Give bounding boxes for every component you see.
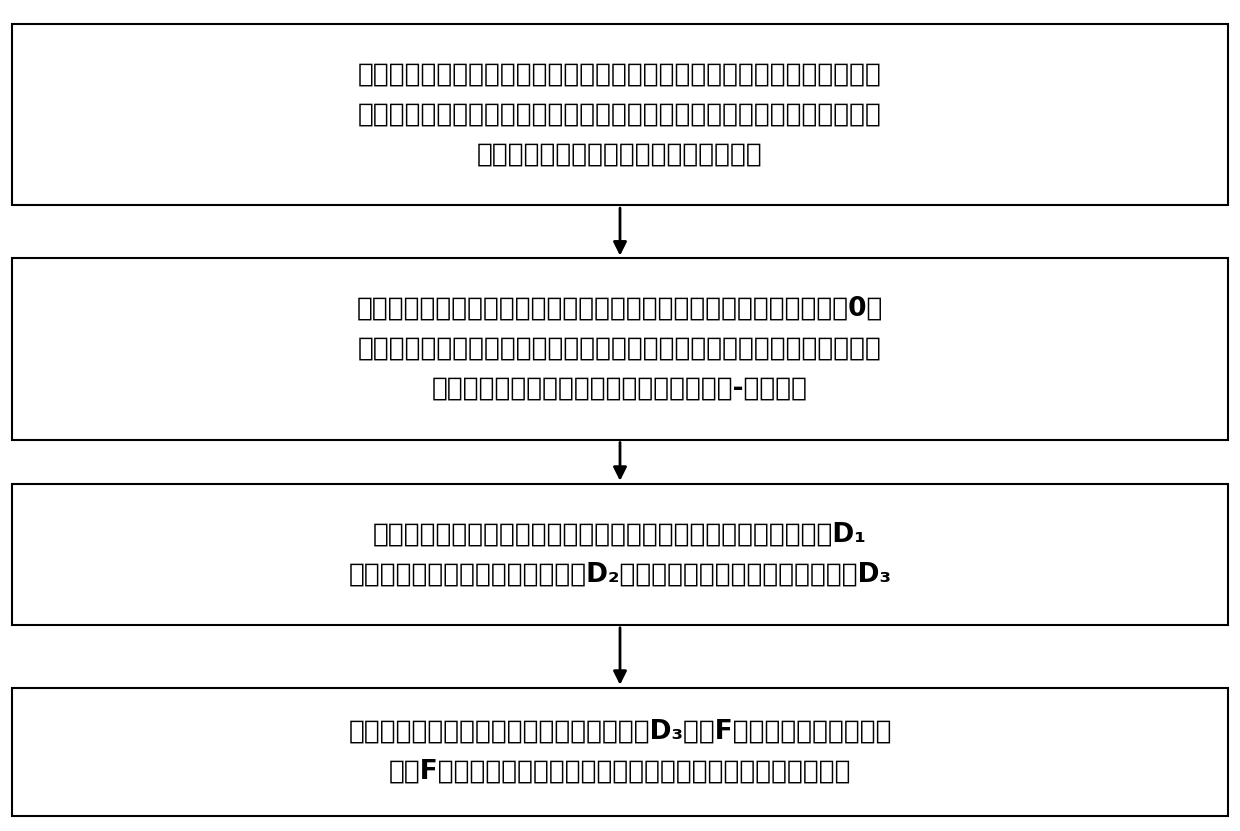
Text: 从每一次的加载曲线中得到每次加载循环中，钢轨的最大纵向位移D₁
和加载撤消后的钢轨纵向残余位移D₂，计算钢轨滑动前的纵向弹性位移D₃: 从每一次的加载曲线中得到每次加载循环中，钢轨的最大纵向位移D₁ 和加载撤消后的钢…: [348, 521, 892, 588]
FancyBboxPatch shape: [12, 258, 1228, 440]
Text: 通过加载装置对钢轨加载至设定的加载力，并保持一定时间，从加载开始测
量加载力和钢轨相对于轨枕的纵向位移；然后继续重新加载至设定的加载力
并保持一定时间，依次循环: 通过加载装置对钢轨加载至设定的加载力，并保持一定时间，从加载开始测 量加载力和钢…: [358, 61, 882, 168]
FancyBboxPatch shape: [12, 24, 1228, 205]
FancyBboxPatch shape: [12, 688, 1228, 816]
FancyBboxPatch shape: [12, 484, 1228, 625]
Text: 从每一条曲线中确定完全用于产生弹性变形D₃的力F的大小，舍弃第一次得
到的F值，计算剩余的平均值，得到扣件对钢轨纵向约束力的大小: 从每一条曲线中确定完全用于产生弹性变形D₃的力F的大小，舍弃第一次得 到的F值，…: [348, 719, 892, 785]
Text: 当钢轨在扣件中滑动或者加载力超过或等于设定值时，迅速减小载荷至0，
并持续测量钢轨位移变化一段时间，再重复上面的加载过程多次，每两次加
载间隔一定的时间，绘制每: 当钢轨在扣件中滑动或者加载力超过或等于设定值时，迅速减小载荷至0， 并持续测量钢…: [357, 296, 883, 402]
